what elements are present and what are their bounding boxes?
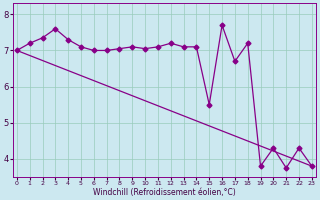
X-axis label: Windchill (Refroidissement éolien,°C): Windchill (Refroidissement éolien,°C) — [93, 188, 236, 197]
